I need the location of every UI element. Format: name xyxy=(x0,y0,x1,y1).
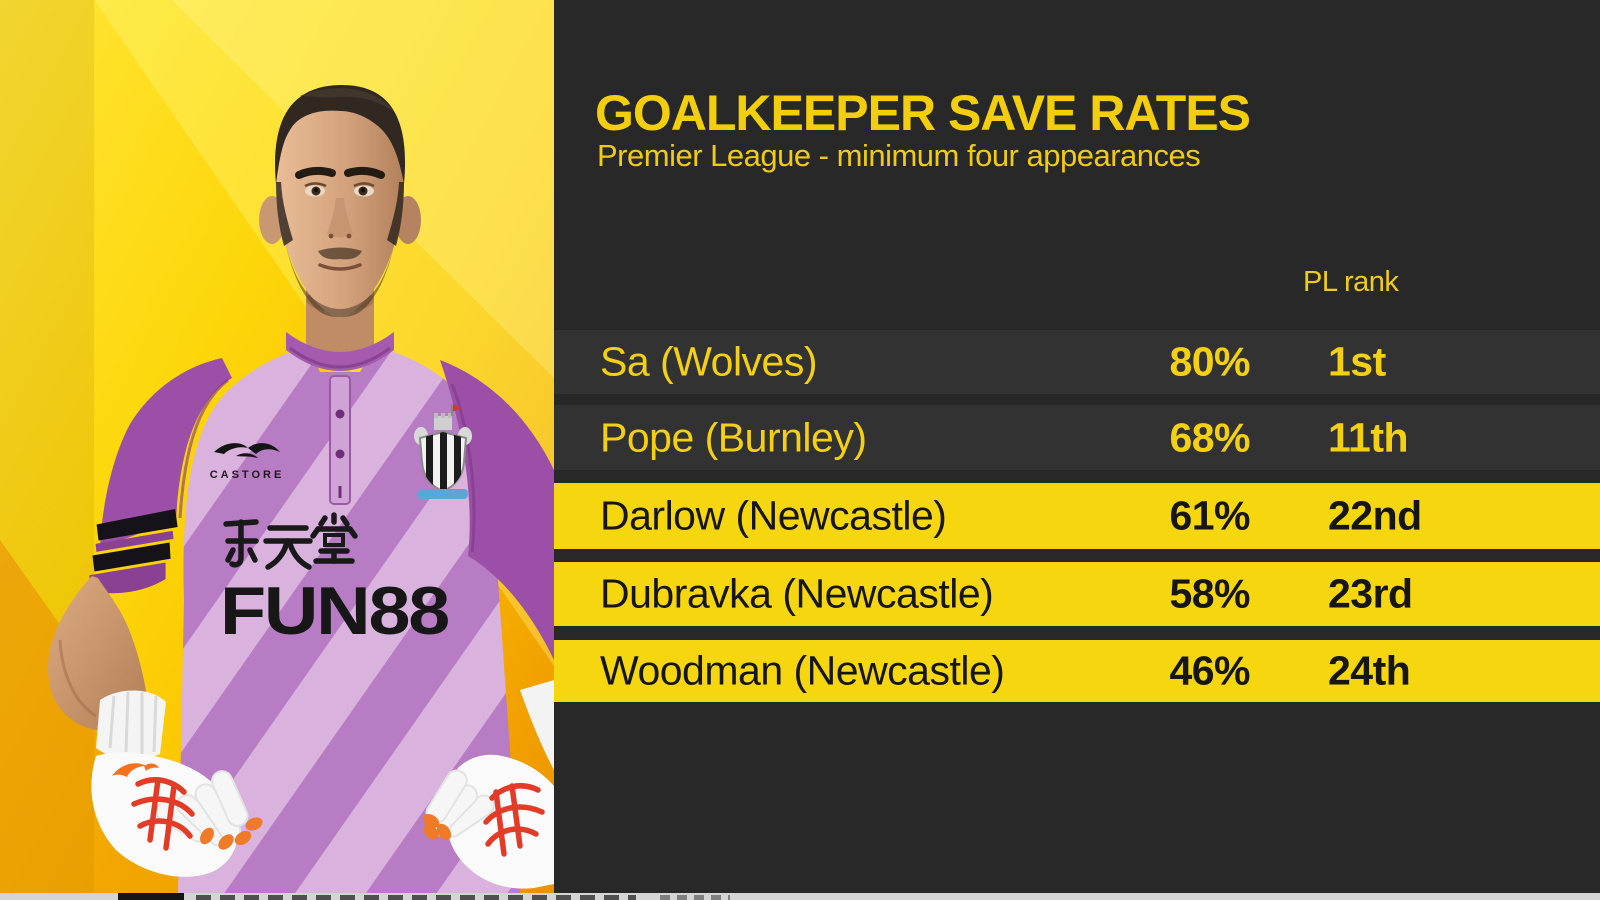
glove-graphics xyxy=(483,783,545,857)
page-title: GOALKEEPER SAVE RATES xyxy=(595,85,1251,141)
eyes xyxy=(304,182,375,197)
save-rate: 80% xyxy=(1169,338,1250,385)
ticker-fragment xyxy=(118,893,184,900)
shirt-left-sleeve xyxy=(100,358,232,548)
hair xyxy=(275,84,406,184)
shirt-sponsor-chinese-logo xyxy=(223,512,358,570)
castore-logo xyxy=(214,443,280,458)
shirt-placket xyxy=(329,375,351,505)
eyebrow xyxy=(344,166,385,179)
mouth xyxy=(318,263,362,271)
player-name: Darlow (Newcastle) xyxy=(600,492,947,539)
table-row: Pope (Burnley) 68% 11th xyxy=(554,405,1600,470)
cropped-ticker-strip xyxy=(0,893,1600,900)
right-glove xyxy=(422,680,554,889)
player-name: Woodman (Newcastle) xyxy=(600,647,1005,694)
eyebrow xyxy=(295,166,336,179)
sleeve-cuff-stripe xyxy=(96,509,178,541)
moustache xyxy=(318,247,362,260)
table-row-highlighted: Darlow (Newcastle) 61% 22nd xyxy=(554,483,1600,549)
glove-graphics xyxy=(131,777,195,851)
left-glove xyxy=(91,690,263,877)
player-name: Sa (Wolves) xyxy=(600,338,818,385)
table-row: Sa (Wolves) 80% 1st xyxy=(554,330,1600,394)
glove-finger-pads xyxy=(422,814,452,841)
player-name: Pope (Burnley) xyxy=(600,414,867,460)
player-photo-panel: 乐天堂 xyxy=(0,0,554,900)
pl-rank: 11th xyxy=(1328,414,1409,460)
shirt-sponsor-wordmark: FUN88 xyxy=(220,573,448,649)
pl-rank: 23rd xyxy=(1328,570,1413,617)
table-row-highlighted: Woodman (Newcastle) 46% 24th xyxy=(554,640,1600,702)
club-crest xyxy=(414,404,472,499)
save-rate: 68% xyxy=(1169,414,1250,460)
pl-rank: 24th xyxy=(1328,647,1411,694)
shirt-button xyxy=(335,409,345,419)
save-rate: 58% xyxy=(1169,570,1250,617)
ticker-fragment xyxy=(660,895,730,900)
player-name: Dubravka (Newcastle) xyxy=(600,570,994,617)
pl-rank: 1st xyxy=(1328,338,1386,385)
ticker-fragment xyxy=(196,895,636,900)
column-header-pl-rank: PL rank xyxy=(1303,266,1399,298)
save-rate: 46% xyxy=(1169,647,1250,694)
goalkeeper-illustration: CASTORE xyxy=(48,84,554,893)
stats-panel: GOALKEEPER SAVE RATES Premier League - m… xyxy=(554,0,1600,900)
subtitle: Premier League - minimum four appearance… xyxy=(597,138,1201,173)
sleeve-cuff-stripe xyxy=(92,542,171,572)
glove-finger-pads xyxy=(200,817,263,850)
table-row-highlighted: Dubravka (Newcastle) 58% 23rd xyxy=(554,562,1600,626)
nose xyxy=(327,198,353,238)
save-rate: 61% xyxy=(1169,492,1250,539)
pl-rank: 22nd xyxy=(1328,492,1422,539)
goalkeeper-head xyxy=(259,84,421,318)
castore-wordmark: CASTORE xyxy=(210,469,285,481)
shirt-button xyxy=(335,449,345,459)
puma-cat-logo xyxy=(112,763,159,777)
